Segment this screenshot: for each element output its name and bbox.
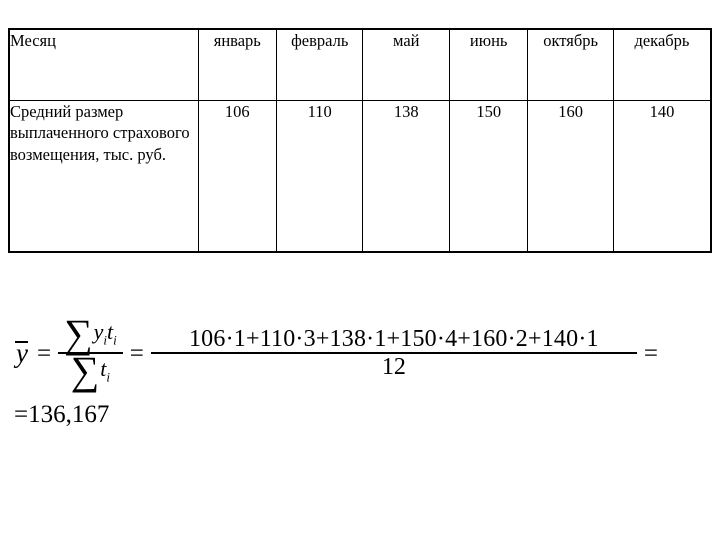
header-month-june: июнь [448, 28, 529, 101]
fraction-rule-numeric [150, 352, 637, 354]
insurance-payout-table: Месяц январь февраль май июнь октябрь де… [8, 28, 712, 253]
value-june: 150 [448, 100, 529, 253]
sigma-numerator: ∑ yiti [58, 311, 123, 356]
formula-main-line: y = ∑ yiti ∑ ti = 106·1+110·3+138·1+150·4+… [14, 312, 714, 394]
header-month-december: декабрь [612, 28, 712, 101]
sigma-denominator: ∑ ti [65, 348, 116, 393]
row-label-average-payout: Средний размер выплаченного страхового в… [8, 100, 199, 253]
value-february: 110 [275, 100, 364, 253]
mean-symbol-y-bar: y [15, 337, 28, 368]
sum-symbol-denominator: ∑ [70, 348, 100, 393]
value-may: 138 [362, 100, 450, 253]
table-header-row: Месяц январь февраль май июнь октябрь де… [8, 28, 712, 101]
overbar [15, 340, 28, 343]
sum-symbol-numerator: ∑ [64, 311, 93, 356]
value-december: 140 [612, 100, 712, 253]
weighted-mean-formula: y = ∑ yiti ∑ ti = 106·1+110·3+138·1+150·4+… [14, 312, 714, 434]
sigma-fraction: ∑ yiti ∑ ti [58, 311, 123, 393]
header-month-label: Месяц [8, 28, 199, 101]
table-row: Средний размер выплаченного страхового в… [8, 100, 712, 253]
denominator-expression: 12 [381, 354, 406, 380]
stats-table-container: Месяц январь февраль май июнь октябрь де… [8, 28, 712, 253]
header-month-october: октябрь [527, 28, 614, 101]
denominator-variables: ti [100, 355, 111, 385]
equals-sign-1: = [36, 339, 52, 367]
numeric-fraction: 106·1+110·3+138·1+150·4+160·2+140·1 12 [150, 326, 637, 380]
weighted-mean-result: =136,167 [14, 400, 110, 428]
header-month-january: январь [197, 28, 278, 101]
numerator-expression: 106·1+110·3+138·1+150·4+160·2+140·1 [188, 326, 599, 352]
equals-sign-2: = [129, 339, 144, 367]
header-month-may: май [362, 28, 450, 101]
numerator-variables: yiti [93, 318, 117, 348]
formula-result-line: =136,167 [14, 394, 714, 434]
value-october: 160 [527, 100, 614, 253]
value-january: 106 [197, 100, 278, 253]
fraction-rule-sigma [58, 352, 123, 354]
header-month-february: февраль [275, 28, 364, 101]
equals-sign-3: = [643, 339, 658, 367]
